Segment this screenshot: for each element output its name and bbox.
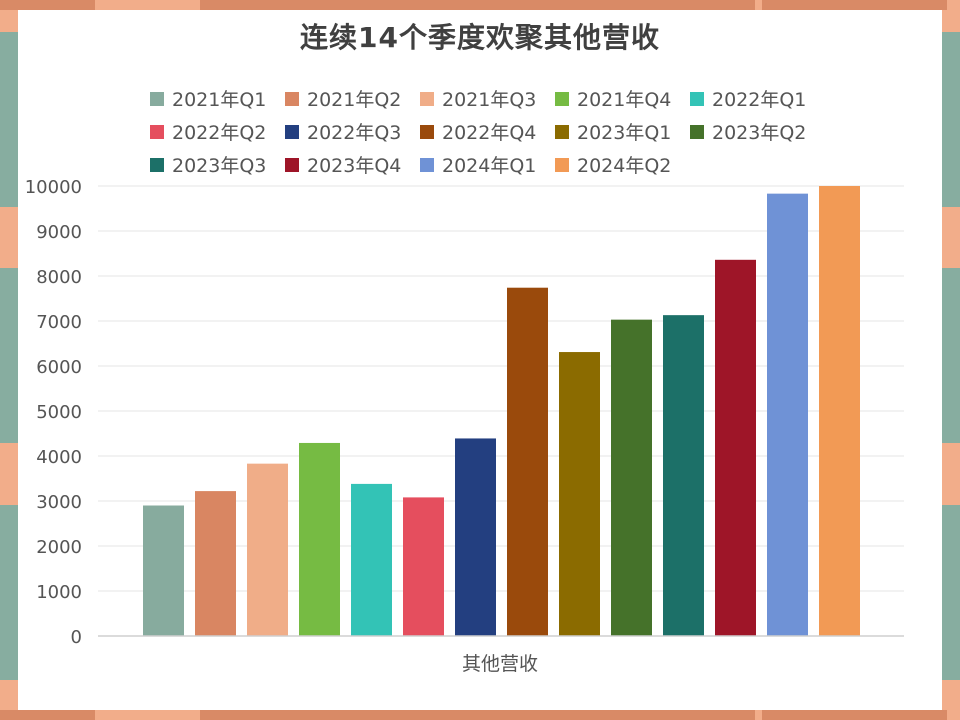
bar — [195, 491, 236, 636]
bar — [403, 497, 444, 636]
frame-segment-right — [942, 268, 960, 443]
legend-item: 2021年Q3 — [420, 85, 555, 112]
legend-item: 2024年Q2 — [555, 151, 690, 178]
legend-swatch — [285, 91, 299, 106]
legend-item: 2022年Q4 — [420, 118, 555, 145]
legend-label: 2023年Q1 — [577, 122, 672, 144]
legend-swatch — [690, 91, 704, 106]
legend-label: 2022年Q2 — [172, 122, 267, 144]
bar — [455, 438, 496, 636]
legend-label: 2021年Q1 — [172, 89, 267, 111]
frame-segment-bottom — [762, 710, 947, 720]
y-tick-label: 8000 — [36, 267, 82, 288]
legend-item: 2023年Q4 — [285, 151, 420, 178]
legend-swatch — [285, 124, 299, 139]
legend-swatch — [150, 157, 164, 172]
legend-item: 2022年Q3 — [285, 118, 420, 145]
legend-item: 2024年Q1 — [420, 151, 555, 178]
frame-segment-top — [762, 0, 947, 10]
legend-item: 2021年Q1 — [150, 85, 285, 112]
y-tick-label: 10000 — [25, 177, 82, 198]
legend-swatch — [555, 157, 569, 172]
bar — [819, 186, 860, 636]
legend-item: 2023年Q3 — [150, 151, 285, 178]
frame-segment-right — [942, 32, 960, 207]
y-tick-label: 3000 — [36, 492, 82, 513]
frame-segment-bottom — [0, 710, 95, 720]
bar — [663, 315, 704, 636]
legend-row: 2022年Q2 2022年Q3 2022年Q4 2023年Q1 2023年Q2 — [150, 115, 850, 148]
legend-label: 2023年Q4 — [307, 155, 402, 177]
legend-label: 2023年Q3 — [172, 155, 267, 177]
bar — [611, 319, 652, 636]
legend-swatch — [690, 124, 704, 139]
bar — [767, 193, 808, 636]
legend-label: 2021年Q2 — [307, 89, 402, 111]
legend-label: 2021年Q4 — [577, 89, 672, 111]
y-tick-label: 4000 — [36, 447, 82, 468]
legend-swatch — [420, 157, 434, 172]
bar — [351, 483, 392, 636]
frame-segment-left — [0, 268, 18, 443]
frame-segment-top — [455, 0, 755, 10]
bar — [507, 287, 548, 636]
frame-segment-top — [0, 0, 95, 10]
y-tick-label: 9000 — [36, 222, 82, 243]
legend-swatch — [420, 91, 434, 106]
bar — [247, 463, 288, 636]
legend-item: 2021年Q2 — [285, 85, 420, 112]
y-tick-label: 5000 — [36, 402, 82, 423]
legend-swatch — [555, 91, 569, 106]
legend-swatch — [555, 124, 569, 139]
legend-item: 2023年Q1 — [555, 118, 690, 145]
frame-segment-right — [942, 505, 960, 680]
legend-label: 2024年Q1 — [442, 155, 537, 177]
y-tick-label: 2000 — [36, 537, 82, 558]
legend-swatch — [285, 157, 299, 172]
y-tick-label: 1000 — [36, 582, 82, 603]
frame-segment-bottom — [200, 710, 460, 720]
legend-swatch — [150, 91, 164, 106]
legend-label: 2021年Q3 — [442, 89, 537, 111]
legend: 2021年Q1 2021年Q2 2021年Q3 2021年Q4 2022年Q1 2022年… — [150, 82, 850, 181]
chart-title: 连续14个季度欢聚其他营收 — [300, 21, 660, 54]
legend-row: 2021年Q1 2021年Q2 2021年Q3 2021年Q4 2022年Q1 — [150, 82, 850, 115]
legend-label: 2024年Q2 — [577, 155, 672, 177]
y-tick-label: 0 — [71, 627, 82, 648]
legend-item: 2022年Q2 — [150, 118, 285, 145]
bar — [143, 505, 184, 636]
frame-segment-left — [0, 32, 18, 207]
y-tick-label: 7000 — [36, 312, 82, 333]
y-tick-label: 6000 — [36, 357, 82, 378]
legend-swatch — [150, 124, 164, 139]
legend-label: 2022年Q3 — [307, 122, 402, 144]
legend-item: 2022年Q1 — [690, 85, 825, 112]
legend-label: 2023年Q2 — [712, 122, 807, 144]
legend-swatch — [420, 124, 434, 139]
legend-label: 2022年Q4 — [442, 122, 537, 144]
bar — [715, 259, 756, 636]
legend-row: 2023年Q3 2023年Q4 2024年Q1 2024年Q2 — [150, 148, 850, 181]
frame-segment-bottom — [455, 710, 755, 720]
legend-item: 2023年Q2 — [690, 118, 825, 145]
legend-item: 2021年Q4 — [555, 85, 690, 112]
bar — [559, 352, 600, 636]
x-category-label: 其他营收 — [462, 653, 538, 675]
frame-segment-top — [200, 0, 460, 10]
legend-label: 2022年Q1 — [712, 89, 807, 111]
bar — [299, 442, 340, 636]
frame-segment-left — [0, 505, 18, 680]
